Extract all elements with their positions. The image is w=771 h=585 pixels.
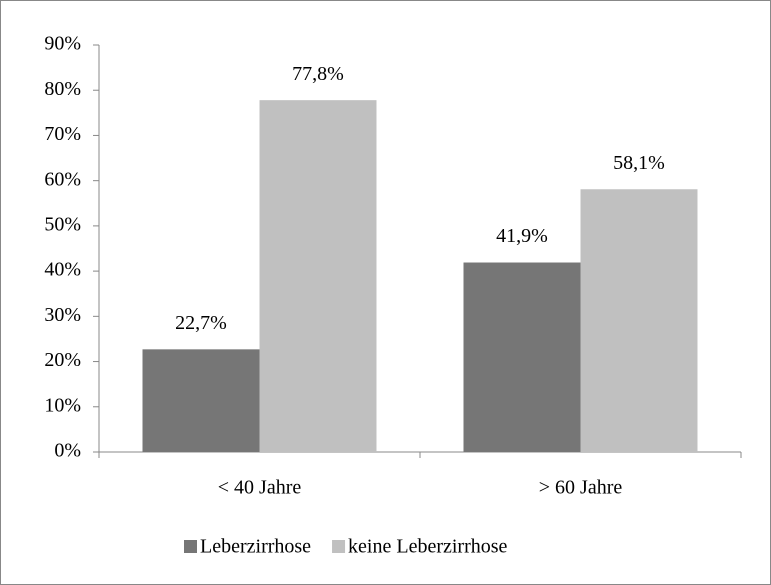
y-tick-label: 30%: [44, 304, 81, 326]
y-tick-label: 0%: [54, 440, 81, 462]
value-label: 41,9%: [496, 225, 548, 247]
x-tick-label: < 40 Jahre: [218, 477, 302, 499]
x-tick-label: > 60 Jahre: [539, 477, 623, 499]
y-tick-label: 20%: [44, 349, 81, 371]
y-tick-label: 10%: [44, 394, 81, 416]
legend-swatch: [332, 540, 346, 553]
y-tick-label: 40%: [44, 259, 81, 281]
value-label: 22,7%: [175, 312, 227, 334]
y-tick-label: 90%: [44, 33, 81, 55]
value-label: 77,8%: [292, 63, 344, 85]
y-tick-label: 80%: [44, 78, 81, 100]
bar: [463, 262, 581, 452]
bar: [259, 100, 377, 452]
bar: [580, 189, 698, 452]
legend-swatch: [184, 540, 197, 553]
y-tick-label: 50%: [44, 213, 81, 235]
bar: [142, 349, 260, 452]
y-tick-label: 60%: [44, 168, 81, 190]
legend-label: Leberzirrhose: [200, 536, 311, 558]
y-tick-label: 70%: [44, 123, 81, 145]
legend-label: keine Leberzirrhose: [348, 536, 507, 558]
value-label: 58,1%: [613, 152, 665, 174]
